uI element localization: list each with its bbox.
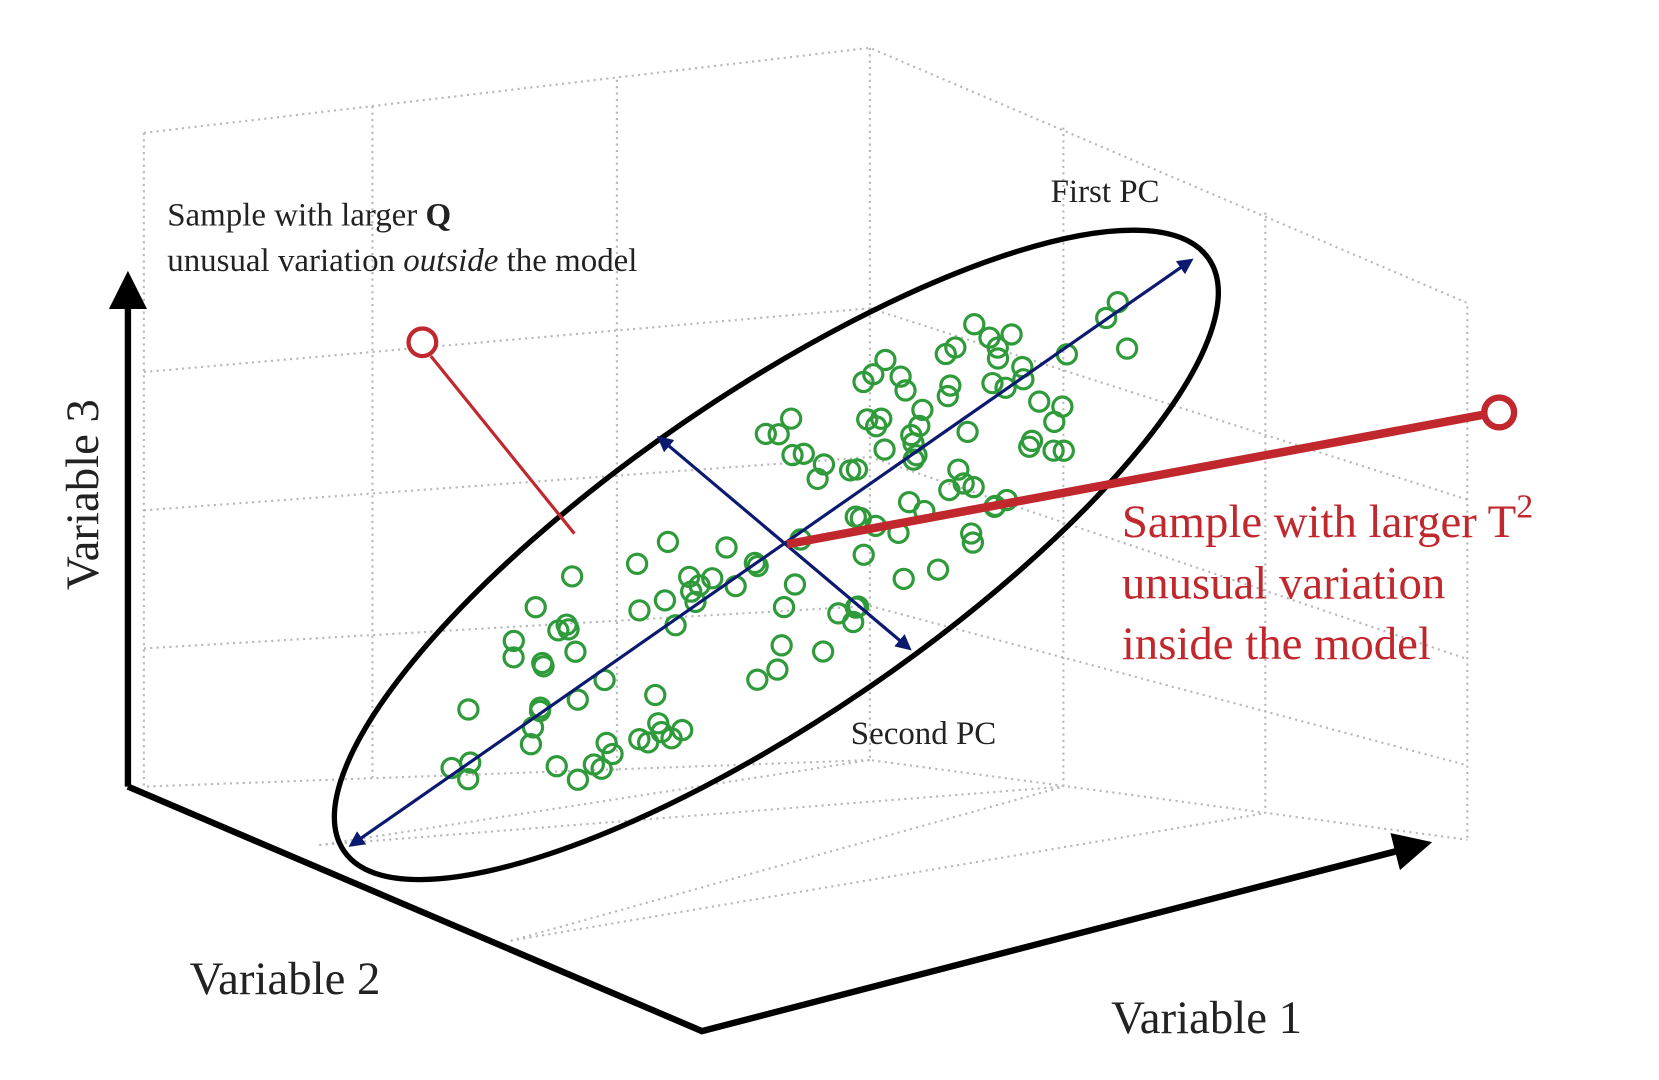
sample-point — [767, 423, 790, 446]
sample-point — [560, 565, 584, 588]
sample-point — [628, 599, 651, 622]
second-pc-arrow — [656, 435, 912, 651]
sample-point — [1115, 337, 1139, 360]
sample-point — [564, 640, 587, 663]
q-residual-line — [429, 355, 576, 535]
axis-label: Variable 1 — [1111, 992, 1302, 1044]
sample-point — [457, 698, 480, 721]
text: the model — [498, 243, 637, 279]
axis-label: Variable 2 — [190, 953, 381, 1005]
text: Sample with larger T — [1122, 496, 1516, 548]
text: 2 — [1516, 489, 1533, 526]
sample-point — [772, 595, 796, 619]
sample-point — [781, 443, 804, 467]
second-pc-label: Second PC — [851, 716, 997, 752]
sample-point — [1028, 390, 1051, 413]
sample-point — [1106, 291, 1129, 314]
sample-point — [566, 768, 590, 791]
sample-point — [926, 558, 950, 581]
axis-label: Variable 3 — [57, 399, 109, 590]
sample-point — [644, 683, 667, 707]
sample-point — [724, 574, 747, 598]
sample-point — [852, 543, 875, 566]
sample-point — [783, 573, 807, 596]
sample-point — [897, 490, 921, 514]
sample-point — [545, 755, 568, 778]
sample-point — [625, 552, 649, 575]
sample-point — [766, 658, 789, 681]
sample-point — [873, 438, 896, 461]
t2-label-line3: inside the model — [1122, 618, 1431, 670]
text: outside — [403, 243, 498, 279]
sample-point — [746, 668, 769, 691]
t2-sample-point — [1481, 394, 1518, 431]
q-label-line1: Sample with larger Q — [167, 197, 451, 233]
first-pc-arrow — [348, 258, 1194, 847]
first-pc-label: First PC — [1051, 174, 1160, 210]
q-sample-point — [406, 326, 439, 359]
sample-point — [892, 567, 915, 591]
sample-point — [524, 596, 547, 619]
t2-label-line1: Sample with larger T2 — [1122, 489, 1533, 548]
grid — [142, 46, 1469, 942]
sample-point — [956, 420, 979, 444]
sample-point — [811, 640, 835, 663]
text: Sample with larger — [167, 197, 425, 233]
sample-point — [656, 530, 680, 554]
sample-point — [715, 536, 738, 559]
text: unusual variation — [167, 243, 403, 279]
axes — [108, 270, 1433, 1035]
sample-point — [653, 589, 677, 612]
sample-point — [770, 634, 793, 657]
t2-line — [786, 410, 1486, 549]
sample-point — [1020, 429, 1044, 452]
text: Q — [426, 197, 452, 233]
sample-point — [1051, 395, 1074, 418]
sample-point — [981, 371, 1004, 395]
q-label-line2: unusual variation outside the model — [167, 243, 637, 279]
t2-label-line2: unusual variation — [1122, 557, 1445, 609]
